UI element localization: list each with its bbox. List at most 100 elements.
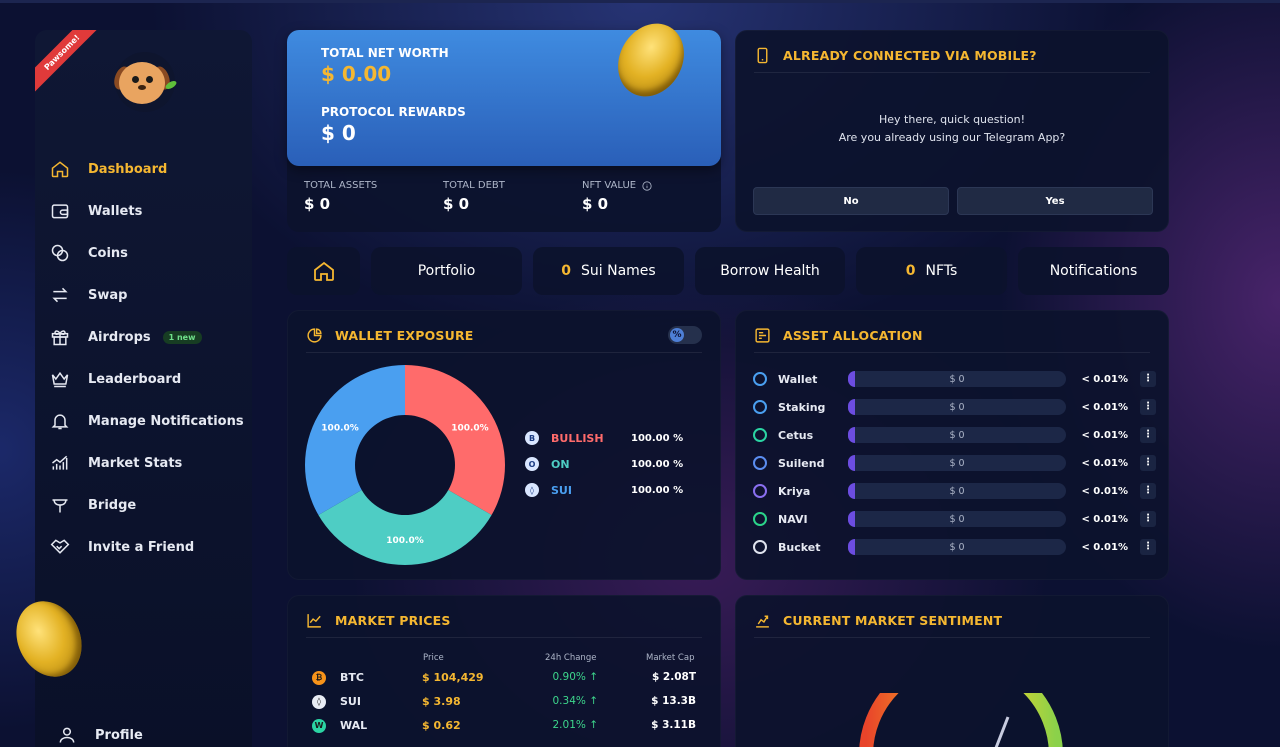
wallet-icon	[51, 204, 69, 219]
coin-icon: ◊	[312, 695, 326, 709]
sentiment-gauge	[859, 693, 1063, 747]
donut-slice[interactable]	[405, 365, 505, 515]
nft-value: NFT VALUE $ 0	[582, 180, 652, 213]
tab-sui-names[interactable]: 0 Sui Names	[533, 247, 684, 295]
allocation-row: Kriya $ 0 < 0.01% ⋮	[752, 481, 1157, 501]
sidebar-item-coins[interactable]: Coins	[47, 232, 247, 274]
legend-row-sui: ◊ SUI 100.00 %	[525, 483, 683, 497]
market-sentiment-title: CURRENT MARKET SENTIMENT	[783, 613, 1003, 628]
sidebar-item-airdrops[interactable]: Airdrops 1 new	[47, 316, 247, 358]
allocation-name: Bucket	[778, 540, 821, 554]
asset-allocation-title: ASSET ALLOCATION	[783, 328, 923, 343]
legend-row-on: O ON 100.00 %	[525, 457, 683, 471]
row-menu-button[interactable]: ⋮	[1140, 427, 1156, 443]
legend-name: BULLISH	[551, 431, 604, 445]
sidebar-item-swap[interactable]: Swap	[47, 274, 247, 316]
donut-slice[interactable]	[318, 490, 492, 565]
allocation-row: Cetus $ 0 < 0.01% ⋮	[752, 425, 1157, 445]
donut-slice[interactable]	[305, 365, 405, 515]
toggle-knob: %	[670, 328, 684, 342]
allocation-percent: < 0.01%	[1081, 485, 1128, 497]
sidebar-item-invite[interactable]: Invite a Friend	[47, 526, 247, 568]
no-button[interactable]: No	[753, 187, 949, 215]
allocation-bar: $ 0	[848, 483, 1066, 499]
row-menu-button[interactable]: ⋮	[1140, 371, 1156, 387]
bridge-icon	[52, 499, 68, 513]
sidebar-item-manage-notifications[interactable]: Manage Notifications	[47, 400, 247, 442]
row-menu-button[interactable]: ⋮	[1140, 399, 1156, 415]
nfts-count: 0	[905, 263, 916, 279]
divider	[754, 352, 1150, 353]
row-menu-button[interactable]: ⋮	[1140, 511, 1156, 527]
profile-link[interactable]: Profile	[57, 725, 143, 745]
allocation-percent: < 0.01%	[1081, 429, 1128, 441]
allocation-name: Wallet	[778, 372, 818, 386]
table-row[interactable]: ◊ SUI $ 3.98 0.34% ↑ $ 13.3B	[312, 693, 704, 713]
coin-price: $ 104,429	[422, 671, 484, 684]
tab-portfolio[interactable]: Portfolio	[371, 247, 522, 295]
bucket-icon	[753, 540, 767, 554]
sentiment-icon	[756, 615, 769, 628]
allocation-value: $ 0	[949, 457, 965, 469]
info-icon[interactable]	[642, 180, 652, 191]
exposure-donut-chart: 100.0% 100.0% 100.0%	[305, 365, 505, 565]
change-header: 24h Change	[545, 653, 597, 663]
sidebar-item-label: Invite a Friend	[88, 539, 195, 555]
home-icon	[313, 261, 334, 281]
sidebar-item-dashboard[interactable]: Dashboard	[47, 148, 247, 190]
total-debt-label: TOTAL DEBT	[443, 180, 505, 191]
sidebar-item-wallets[interactable]: Wallets	[47, 190, 247, 232]
drop-icon	[753, 372, 767, 386]
table-row[interactable]: ₿ BTC $ 104,429 0.90% ↑ $ 2.08T	[312, 669, 704, 689]
total-assets: TOTAL ASSETS $ 0	[304, 180, 377, 213]
legend-row-bullish: B BULLISH 100.00 %	[525, 431, 683, 445]
staking-icon	[753, 400, 767, 414]
mobile-card-title: ALREADY CONNECTED VIA MOBILE?	[783, 48, 1037, 63]
coin-market-cap: $ 2.08T	[651, 671, 696, 683]
divider	[754, 72, 1150, 73]
yes-button[interactable]: Yes	[957, 187, 1153, 215]
tab-sui-names-label: Sui Names	[581, 263, 656, 279]
row-menu-button[interactable]: ⋮	[1140, 455, 1156, 471]
allocation-row: NAVI $ 0 < 0.01% ⋮	[752, 509, 1157, 529]
allocation-bar: $ 0	[848, 427, 1066, 443]
divider	[306, 637, 702, 638]
allocation-percent: < 0.01%	[1081, 373, 1128, 385]
protocol-rewards-label: PROTOCOL REWARDS	[321, 105, 466, 119]
total-assets-value: $ 0	[304, 195, 331, 213]
row-menu-button[interactable]: ⋮	[1140, 483, 1156, 499]
new-badge: 1 new	[162, 330, 202, 344]
allocation-bar: $ 0	[848, 511, 1066, 527]
tab-nfts[interactable]: 0 NFTs	[856, 247, 1007, 295]
percent-toggle[interactable]: %	[668, 326, 702, 344]
coin-icon: W	[312, 719, 326, 733]
donut-slice-label: 100.0%	[386, 536, 424, 546]
allocation-row: Bucket $ 0 < 0.01% ⋮	[752, 537, 1157, 557]
sidebar-item-label: Bridge	[88, 497, 137, 513]
tab-borrow-health[interactable]: Borrow Health	[695, 247, 845, 295]
allocation-bar: $ 0	[848, 399, 1066, 415]
sidebar-item-bridge[interactable]: Bridge	[47, 484, 247, 526]
tab-notifications[interactable]: Notifications	[1018, 247, 1169, 295]
asset-allocation-card: ASSET ALLOCATION Wallet $ 0 < 0.01% ⋮ Stakin…	[735, 310, 1169, 580]
divider	[306, 352, 702, 353]
table-row[interactable]: W WAL $ 0.62 2.01% ↑ $ 3.11B	[312, 717, 704, 737]
home-icon	[51, 161, 69, 178]
coin-price: $ 0.62	[422, 719, 461, 732]
navi-icon	[753, 512, 767, 526]
row-menu-button[interactable]: ⋮	[1140, 539, 1156, 555]
wallet-exposure-title: WALLET EXPOSURE	[335, 328, 474, 343]
coin-symbol: SUI	[340, 695, 361, 708]
tab-nfts-label: NFTs	[925, 263, 958, 279]
legend-pct: 100.00 %	[631, 458, 684, 470]
swap-icon	[52, 287, 68, 303]
legend-pct: 100.00 %	[631, 432, 684, 444]
donut-slice-label: 100.0%	[451, 424, 489, 434]
dog-logo[interactable]	[111, 52, 178, 112]
sidebar-item-leaderboard[interactable]: Leaderboard	[47, 358, 247, 400]
allocation-name: Kriya	[778, 484, 811, 498]
sidebar-item-market-stats[interactable]: Market Stats	[47, 442, 247, 484]
protocol-rewards-value: $ 0	[321, 121, 356, 145]
allocation-name: NAVI	[778, 512, 808, 526]
tab-home[interactable]	[287, 247, 360, 295]
